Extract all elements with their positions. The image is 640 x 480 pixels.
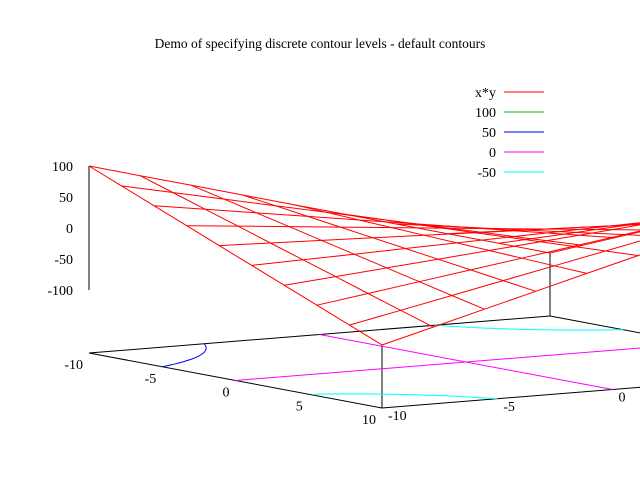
surface-isoline-y-4 [293, 204, 588, 274]
contour--50-branch-2 [434, 324, 624, 331]
surface-isoline-y-9 [549, 231, 640, 254]
legend: x*y 100 50 0 -50 [475, 86, 544, 181]
surface-isoline-y-0 [88, 165, 383, 346]
legend-label: x*y [475, 86, 496, 101]
y-tick-label: -5 [503, 400, 515, 415]
surface-isoline-y-7 [447, 224, 640, 235]
surface-isoline-x-9 [381, 254, 640, 346]
surface-isoline-x-8 [349, 240, 640, 326]
z-tick-label: -100 [47, 284, 73, 299]
surface-isoline-x-3 [186, 225, 640, 231]
base-plane-back-edge [549, 315, 640, 334]
legend-label: 0 [489, 146, 496, 161]
surface-isoline-y-1 [139, 175, 434, 328]
x-tick-label: 0 [223, 386, 230, 401]
y-tick-label: -10 [388, 409, 407, 424]
surface-mesh [88, 165, 640, 346]
surface-isoline-y-5 [345, 213, 639, 257]
contour-50-branch-2 [162, 343, 207, 368]
chart-title: Demo of specifying discrete contour leve… [155, 36, 486, 51]
surface-isoline-y-2 [191, 184, 485, 310]
z-tick-label: 100 [52, 160, 73, 175]
z-tick-label: -50 [54, 253, 73, 268]
surface-isoline-x-5 [251, 222, 640, 266]
legend-label: -50 [477, 166, 496, 181]
z-tick-label: 50 [59, 191, 73, 206]
contour-lines [162, 324, 640, 400]
contour-0-line-2 [319, 334, 613, 390]
x-tick-label: 10 [362, 413, 376, 428]
surface-isoline-y-6 [396, 223, 640, 236]
base-plane [88, 166, 640, 409]
x-tick-label: -5 [145, 372, 157, 387]
surface-isoline-x-0 [88, 165, 551, 254]
surface-isoline-x-6 [284, 224, 640, 286]
surface-isoline-x-7 [316, 230, 640, 306]
legend-label: 50 [482, 126, 496, 141]
legend-label: 100 [475, 106, 496, 121]
x-tick-label: 5 [296, 399, 303, 414]
surface-isoline-y-3 [242, 194, 536, 292]
z-tick-label: 0 [66, 222, 73, 237]
surface-isoline-x-2 [154, 205, 616, 239]
contour-0-line-1 [235, 347, 640, 381]
surface-isoline-y-8 [498, 222, 640, 244]
contour--50-branch-1 [314, 393, 498, 400]
x-tick-label: -10 [64, 358, 83, 373]
y-tick-label: 0 [619, 391, 626, 406]
